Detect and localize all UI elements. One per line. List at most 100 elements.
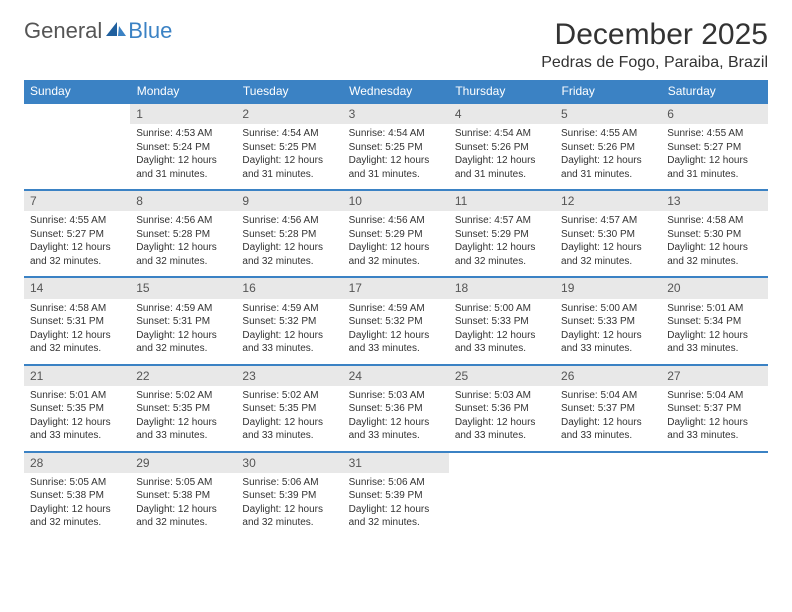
sunrise-line: Sunrise: 5:01 AM <box>30 389 124 403</box>
calendar-day-cell: 12Sunrise: 4:57 AMSunset: 5:30 PMDayligh… <box>555 190 661 277</box>
sunrise-line: Sunrise: 4:56 AM <box>349 214 443 228</box>
day-details: Sunrise: 4:59 AMSunset: 5:31 PMDaylight:… <box>130 299 236 364</box>
daylight-line: Daylight: 12 hours and 32 minutes. <box>242 503 336 530</box>
weekday-header: Saturday <box>661 80 767 103</box>
calendar-day-cell: 24Sunrise: 5:03 AMSunset: 5:36 PMDayligh… <box>343 365 449 452</box>
day-number: 14 <box>24 278 130 298</box>
day-details: Sunrise: 4:58 AMSunset: 5:31 PMDaylight:… <box>24 299 130 364</box>
logo-sail-icon <box>106 20 126 43</box>
daylight-line: Daylight: 12 hours and 33 minutes. <box>242 329 336 356</box>
day-details: Sunrise: 5:04 AMSunset: 5:37 PMDaylight:… <box>661 386 767 451</box>
day-number: 24 <box>343 366 449 386</box>
day-details: Sunrise: 5:06 AMSunset: 5:39 PMDaylight:… <box>236 473 342 538</box>
sunset-line: Sunset: 5:39 PM <box>349 489 443 503</box>
sunrise-line: Sunrise: 4:56 AM <box>136 214 230 228</box>
day-number: 6 <box>661 104 767 124</box>
sunset-line: Sunset: 5:29 PM <box>455 228 549 242</box>
sunset-line: Sunset: 5:28 PM <box>242 228 336 242</box>
daylight-line: Daylight: 12 hours and 33 minutes. <box>136 416 230 443</box>
sunset-line: Sunset: 5:29 PM <box>349 228 443 242</box>
daylight-line: Daylight: 12 hours and 31 minutes. <box>349 154 443 181</box>
day-details: Sunrise: 4:56 AMSunset: 5:28 PMDaylight:… <box>236 211 342 276</box>
daylight-line: Daylight: 12 hours and 33 minutes. <box>667 416 761 443</box>
calendar-day-cell <box>555 452 661 538</box>
sunset-line: Sunset: 5:31 PM <box>136 315 230 329</box>
daylight-line: Daylight: 12 hours and 32 minutes. <box>30 329 124 356</box>
day-number: 29 <box>130 453 236 473</box>
calendar-day-cell: 26Sunrise: 5:04 AMSunset: 5:37 PMDayligh… <box>555 365 661 452</box>
daylight-line: Daylight: 12 hours and 32 minutes. <box>136 329 230 356</box>
logo: General Blue <box>24 18 172 44</box>
sunset-line: Sunset: 5:32 PM <box>349 315 443 329</box>
sunrise-line: Sunrise: 4:57 AM <box>561 214 655 228</box>
calendar-day-cell: 13Sunrise: 4:58 AMSunset: 5:30 PMDayligh… <box>661 190 767 277</box>
sunset-line: Sunset: 5:35 PM <box>242 402 336 416</box>
calendar-day-cell: 7Sunrise: 4:55 AMSunset: 5:27 PMDaylight… <box>24 190 130 277</box>
calendar-day-cell: 16Sunrise: 4:59 AMSunset: 5:32 PMDayligh… <box>236 277 342 364</box>
calendar-day-cell <box>661 452 767 538</box>
calendar-day-cell: 11Sunrise: 4:57 AMSunset: 5:29 PMDayligh… <box>449 190 555 277</box>
daylight-line: Daylight: 12 hours and 32 minutes. <box>349 503 443 530</box>
day-number: 4 <box>449 104 555 124</box>
day-details: Sunrise: 4:58 AMSunset: 5:30 PMDaylight:… <box>661 211 767 276</box>
sunset-line: Sunset: 5:26 PM <box>561 141 655 155</box>
sunrise-line: Sunrise: 5:06 AM <box>349 476 443 490</box>
sunset-line: Sunset: 5:27 PM <box>30 228 124 242</box>
calendar-table: SundayMondayTuesdayWednesdayThursdayFrid… <box>24 80 768 538</box>
daylight-line: Daylight: 12 hours and 33 minutes. <box>561 416 655 443</box>
day-details: Sunrise: 4:57 AMSunset: 5:29 PMDaylight:… <box>449 211 555 276</box>
weekday-header: Tuesday <box>236 80 342 103</box>
day-details: Sunrise: 4:55 AMSunset: 5:26 PMDaylight:… <box>555 124 661 189</box>
calendar-day-cell: 20Sunrise: 5:01 AMSunset: 5:34 PMDayligh… <box>661 277 767 364</box>
calendar-day-cell: 5Sunrise: 4:55 AMSunset: 5:26 PMDaylight… <box>555 103 661 190</box>
weekday-header: Monday <box>130 80 236 103</box>
sunrise-line: Sunrise: 4:55 AM <box>30 214 124 228</box>
day-details: Sunrise: 5:03 AMSunset: 5:36 PMDaylight:… <box>343 386 449 451</box>
sunset-line: Sunset: 5:36 PM <box>455 402 549 416</box>
daylight-line: Daylight: 12 hours and 32 minutes. <box>667 241 761 268</box>
daylight-line: Daylight: 12 hours and 32 minutes. <box>30 503 124 530</box>
day-details: Sunrise: 4:55 AMSunset: 5:27 PMDaylight:… <box>661 124 767 189</box>
day-number: 30 <box>236 453 342 473</box>
daylight-line: Daylight: 12 hours and 33 minutes. <box>455 416 549 443</box>
calendar-day-cell: 30Sunrise: 5:06 AMSunset: 5:39 PMDayligh… <box>236 452 342 538</box>
title-block: December 2025 Pedras de Fogo, Paraiba, B… <box>541 18 768 72</box>
page-title: December 2025 <box>541 18 768 52</box>
calendar-week-row: 1Sunrise: 4:53 AMSunset: 5:24 PMDaylight… <box>24 103 768 190</box>
calendar-day-cell: 18Sunrise: 5:00 AMSunset: 5:33 PMDayligh… <box>449 277 555 364</box>
calendar-day-cell: 1Sunrise: 4:53 AMSunset: 5:24 PMDaylight… <box>130 103 236 190</box>
sunrise-line: Sunrise: 5:00 AM <box>561 302 655 316</box>
daylight-line: Daylight: 12 hours and 32 minutes. <box>136 241 230 268</box>
calendar-day-cell: 17Sunrise: 4:59 AMSunset: 5:32 PMDayligh… <box>343 277 449 364</box>
calendar-day-cell: 19Sunrise: 5:00 AMSunset: 5:33 PMDayligh… <box>555 277 661 364</box>
day-details: Sunrise: 4:54 AMSunset: 5:25 PMDaylight:… <box>236 124 342 189</box>
sunset-line: Sunset: 5:38 PM <box>30 489 124 503</box>
weekday-header: Friday <box>555 80 661 103</box>
daylight-line: Daylight: 12 hours and 31 minutes. <box>136 154 230 181</box>
day-number: 15 <box>130 278 236 298</box>
day-details: Sunrise: 5:02 AMSunset: 5:35 PMDaylight:… <box>236 386 342 451</box>
day-number: 2 <box>236 104 342 124</box>
calendar-body: 1Sunrise: 4:53 AMSunset: 5:24 PMDaylight… <box>24 103 768 538</box>
calendar-day-cell: 28Sunrise: 5:05 AMSunset: 5:38 PMDayligh… <box>24 452 130 538</box>
weekday-header: Thursday <box>449 80 555 103</box>
daylight-line: Daylight: 12 hours and 33 minutes. <box>667 329 761 356</box>
sunrise-line: Sunrise: 4:54 AM <box>242 127 336 141</box>
logo-text-general: General <box>24 18 102 44</box>
daylight-line: Daylight: 12 hours and 33 minutes. <box>455 329 549 356</box>
day-number: 13 <box>661 191 767 211</box>
day-number: 10 <box>343 191 449 211</box>
sunset-line: Sunset: 5:32 PM <box>242 315 336 329</box>
sunrise-line: Sunrise: 5:06 AM <box>242 476 336 490</box>
sunset-line: Sunset: 5:24 PM <box>136 141 230 155</box>
calendar-day-cell: 23Sunrise: 5:02 AMSunset: 5:35 PMDayligh… <box>236 365 342 452</box>
day-number: 28 <box>24 453 130 473</box>
calendar-week-row: 21Sunrise: 5:01 AMSunset: 5:35 PMDayligh… <box>24 365 768 452</box>
sunrise-line: Sunrise: 4:54 AM <box>455 127 549 141</box>
day-number: 19 <box>555 278 661 298</box>
sunrise-line: Sunrise: 5:04 AM <box>561 389 655 403</box>
day-details: Sunrise: 4:57 AMSunset: 5:30 PMDaylight:… <box>555 211 661 276</box>
daylight-line: Daylight: 12 hours and 32 minutes. <box>30 241 124 268</box>
day-details: Sunrise: 5:04 AMSunset: 5:37 PMDaylight:… <box>555 386 661 451</box>
day-details: Sunrise: 5:03 AMSunset: 5:36 PMDaylight:… <box>449 386 555 451</box>
